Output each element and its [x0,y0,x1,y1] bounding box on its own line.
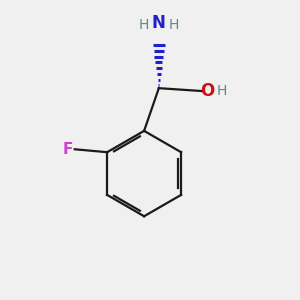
Text: N: N [152,14,166,32]
Text: F: F [63,142,73,157]
Text: H: H [168,18,179,32]
Text: O: O [200,82,214,100]
Text: H: H [139,18,149,32]
Text: H: H [217,84,227,98]
